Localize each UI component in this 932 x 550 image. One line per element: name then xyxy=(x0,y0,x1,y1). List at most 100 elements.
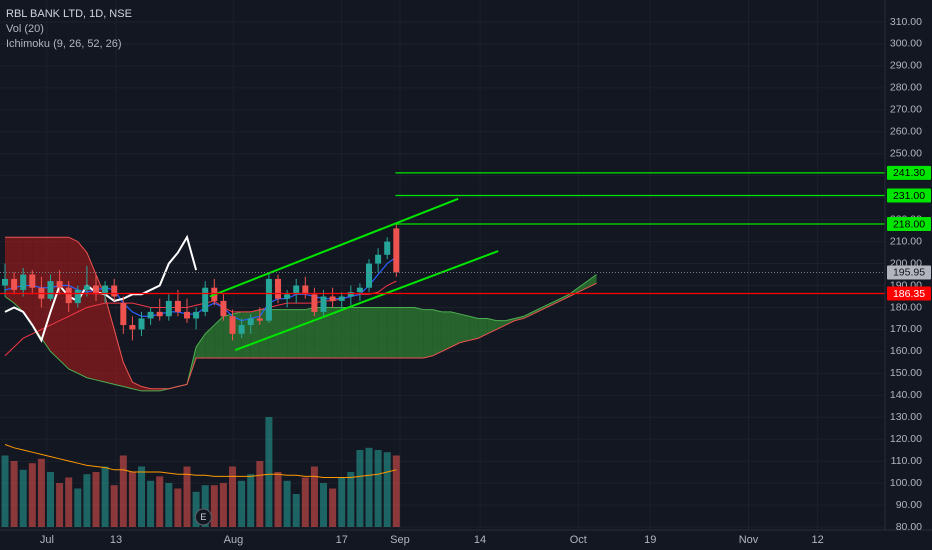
ichimoku-cloud xyxy=(196,333,206,358)
ichimoku-cloud xyxy=(314,307,324,358)
ichimoku-cloud xyxy=(287,309,297,358)
candle-body xyxy=(284,294,291,299)
candle-body xyxy=(220,300,227,317)
ichimoku-cloud xyxy=(396,307,406,358)
volume-bar xyxy=(392,455,400,527)
ichimoku-cloud xyxy=(441,311,451,352)
candle-body xyxy=(265,278,272,321)
candle-body xyxy=(174,300,181,312)
ichimoku-cloud xyxy=(86,252,97,380)
candle-body xyxy=(366,263,373,288)
y-tick-label: 250.00 xyxy=(890,148,922,160)
y-tick-label: 160.00 xyxy=(890,345,922,357)
volume-bar xyxy=(238,480,246,527)
ichimoku-cloud xyxy=(305,307,315,358)
candle-body xyxy=(193,311,200,319)
y-tick-label: 110.00 xyxy=(891,455,922,467)
ichimoku-cloud xyxy=(59,237,69,369)
ichimoku-cloud xyxy=(514,316,524,321)
ichimoku-cloud xyxy=(278,309,288,358)
ichimoku-cloud xyxy=(469,316,479,341)
candle-body xyxy=(347,292,354,297)
y-tick-label: 170.00 xyxy=(890,323,922,335)
volume-bar xyxy=(110,485,118,527)
ichimoku-cloud xyxy=(359,307,370,358)
volume-bar xyxy=(283,480,291,527)
candle-body xyxy=(129,325,136,330)
volume-bar xyxy=(156,476,164,527)
y-tick-label: 90.00 xyxy=(896,499,922,511)
x-tick-label: Aug xyxy=(224,534,244,546)
volume-bar xyxy=(229,466,237,527)
candle-body xyxy=(184,311,191,319)
candle-body xyxy=(138,318,145,330)
candle-body xyxy=(93,285,100,295)
volume-bar xyxy=(138,466,146,527)
candle-body xyxy=(120,303,127,326)
ichimoku-cloud xyxy=(123,362,133,389)
volume-bar xyxy=(210,485,218,527)
indicator-label: Vol (20) xyxy=(6,23,44,35)
candle-body xyxy=(375,254,382,264)
volume-bar xyxy=(19,469,27,527)
volume-bar xyxy=(365,447,373,527)
volume-bar xyxy=(56,483,64,527)
candle-body xyxy=(329,296,336,301)
y-tick-label: 80.00 xyxy=(896,521,922,533)
ichimoku-cloud xyxy=(150,388,160,391)
candle-body xyxy=(302,285,309,295)
price-tag-label: 195.95 xyxy=(893,267,925,279)
volume-bar xyxy=(128,472,136,527)
y-tick-label: 300.00 xyxy=(890,38,922,50)
ichimoku-cloud xyxy=(478,318,488,339)
ichimoku-cloud xyxy=(341,307,351,358)
earnings-label: E xyxy=(200,512,206,522)
ichimoku-cloud xyxy=(423,309,433,358)
volume-bar xyxy=(10,461,18,527)
ichimoku-cloud xyxy=(205,325,215,358)
y-tick-label: 270.00 xyxy=(890,104,922,116)
x-tick-label: 12 xyxy=(812,534,824,546)
price-tag-label: 218.00 xyxy=(893,218,925,230)
indicator-label: Ichimoku (9, 26, 52, 26) xyxy=(6,38,122,50)
candle-body xyxy=(111,285,118,297)
candle-body xyxy=(311,294,318,312)
ichimoku-cloud xyxy=(41,237,51,352)
volume-bar xyxy=(28,463,36,527)
x-tick-label: 19 xyxy=(644,534,656,546)
volume-bar xyxy=(247,474,255,527)
trend-line xyxy=(209,197,459,298)
ichimoku-cloud xyxy=(350,307,360,358)
candle-body xyxy=(47,281,54,299)
volume-bar xyxy=(301,477,309,527)
volume-bar xyxy=(338,477,346,527)
volume-bar xyxy=(147,480,155,527)
price-tag xyxy=(887,286,931,301)
ichimoku-cloud xyxy=(105,296,115,385)
candle-body xyxy=(275,278,282,299)
price-tag-label: 231.00 xyxy=(893,190,925,202)
y-tick-label: 130.00 xyxy=(890,411,922,423)
ichimoku-cloud xyxy=(460,314,470,343)
candle-body xyxy=(11,278,18,290)
candle-body xyxy=(147,311,154,319)
volume-bar xyxy=(265,417,273,527)
volume-bar xyxy=(92,472,100,527)
volume-bar xyxy=(329,488,337,527)
x-tick-label: Oct xyxy=(570,534,587,546)
volume-bar xyxy=(37,458,45,527)
candle-body xyxy=(156,311,163,317)
span-a-line xyxy=(4,274,597,392)
ichimoku-cloud xyxy=(378,307,388,358)
y-tick-label: 260.00 xyxy=(890,126,922,138)
ichimoku-cloud xyxy=(96,274,106,383)
candle-body xyxy=(229,316,236,334)
candle-body xyxy=(56,281,63,288)
candle-body xyxy=(247,318,254,326)
candle-body xyxy=(165,300,172,317)
ichimoku-cloud xyxy=(259,309,269,358)
volume-bar xyxy=(183,466,191,527)
ichimoku-cloud xyxy=(114,329,124,387)
